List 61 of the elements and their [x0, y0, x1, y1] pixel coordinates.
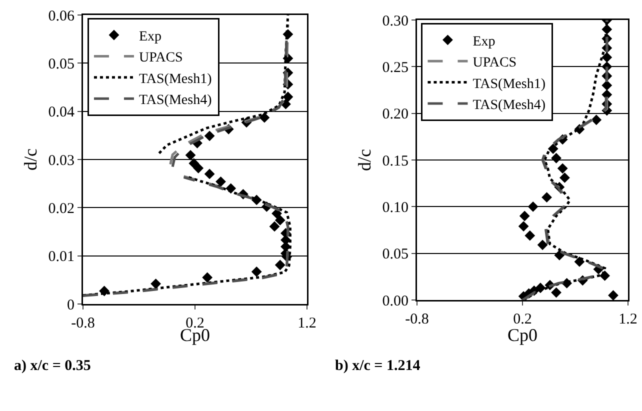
x-axis-title: Cp0 — [507, 325, 538, 345]
x-tick-label: -0.8 — [405, 312, 429, 328]
point — [608, 290, 618, 300]
point — [557, 163, 568, 174]
text: a) x/c = 0.35 — [14, 358, 91, 375]
y-tick-label: 0.30 — [382, 13, 408, 30]
point — [282, 92, 294, 102]
point — [591, 114, 602, 126]
point — [269, 221, 280, 232]
y-axis-title: d/c — [20, 148, 41, 170]
point — [274, 214, 286, 226]
legend-label: UPACS — [138, 50, 183, 66]
legend-label: Exp — [138, 29, 162, 44]
y-tick-label: 0.15 — [382, 153, 408, 170]
point — [185, 150, 196, 160]
y-tick-label: 0.06 — [48, 8, 75, 24]
y-tick-label: 0 — [67, 297, 74, 314]
y-tick-label: 0.03 — [48, 152, 74, 169]
point — [216, 176, 226, 187]
point — [274, 260, 286, 270]
y-tick-label: 0.05 — [48, 56, 74, 72]
legend-label: UPACS — [472, 56, 517, 71]
point — [202, 272, 213, 283]
legend-label: TAS(Mesh4) — [472, 98, 546, 113]
point — [602, 52, 612, 63]
point — [524, 230, 536, 241]
legend-label: TAS(Mesh1) — [472, 76, 546, 92]
y-tick-label: 0.02 — [48, 200, 74, 217]
y-tick-label: 0.10 — [382, 200, 408, 216]
point — [542, 192, 552, 203]
x-tick-label: 1.2 — [618, 312, 638, 328]
point — [259, 112, 270, 123]
y-tick-label: 0.05 — [382, 246, 408, 263]
point — [193, 162, 204, 174]
point — [537, 240, 548, 250]
y-tick-label: 0.01 — [48, 249, 74, 266]
point — [600, 270, 610, 281]
y-tick-label: 0.20 — [382, 106, 408, 123]
point — [519, 210, 530, 222]
point — [602, 80, 612, 91]
point — [551, 287, 562, 298]
point — [251, 266, 262, 277]
point — [204, 168, 215, 180]
legend-label: TAS(Mesh1) — [138, 72, 212, 87]
point — [551, 152, 562, 164]
point — [528, 201, 538, 212]
point — [560, 172, 570, 183]
point — [204, 130, 215, 142]
y-tick-label: 0.04 — [48, 104, 75, 121]
x-tick-label: 0.2 — [513, 312, 532, 328]
legend-label: Exp — [472, 34, 496, 50]
point — [574, 256, 585, 267]
point — [150, 278, 161, 289]
text: b) x/c = 1.214 — [335, 358, 420, 375]
x-tick-label: -0.8 — [71, 316, 95, 332]
point — [518, 221, 529, 232]
y-tick-label: 0.25 — [382, 60, 408, 76]
y-tick-label: 0.00 — [382, 293, 408, 310]
x-tick-label: 1.2 — [298, 316, 316, 332]
y-axis-title: d/c — [354, 149, 375, 171]
legend-label: TAS(Mesh4) — [138, 93, 212, 108]
